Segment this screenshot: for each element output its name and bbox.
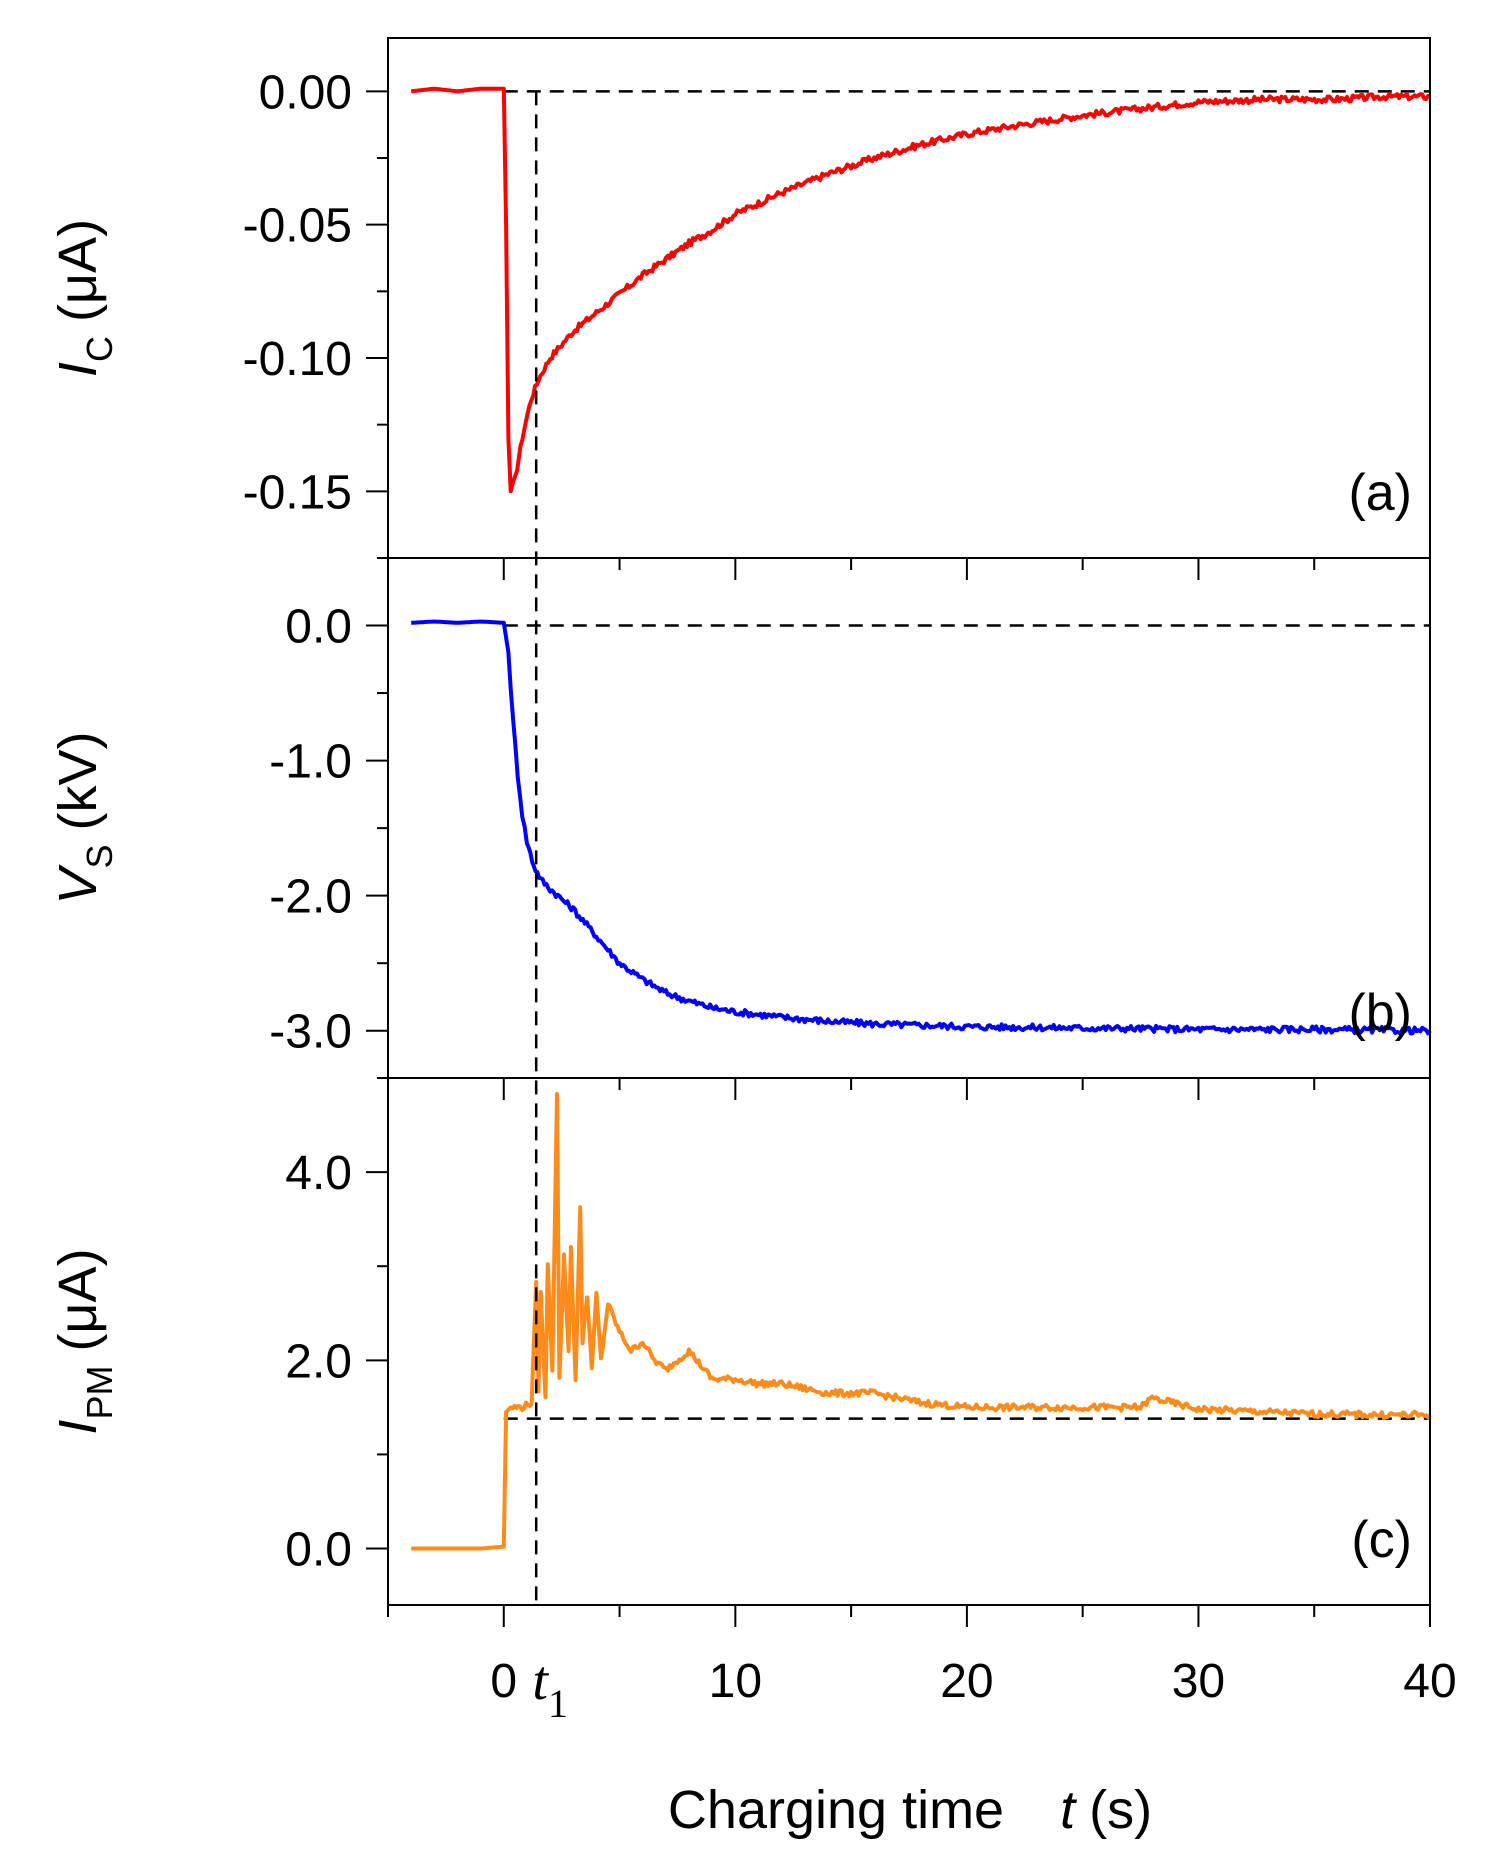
ytick-label-c: 0.0	[285, 1524, 352, 1577]
ticks-layer	[366, 90, 1431, 1627]
ytick-label-a: -0.05	[243, 200, 352, 253]
xtick-label: 30	[1172, 1655, 1225, 1708]
panel-frame-b	[387, 557, 1431, 1079]
ylabel-sub-b: S	[79, 844, 120, 868]
ylabel-c: IPM (μA)	[48, 1248, 120, 1434]
panel-frame-c	[387, 1077, 1431, 1606]
panel-label-b: (b)	[1348, 984, 1412, 1042]
xtick-label: 10	[709, 1655, 762, 1708]
ylabel-symbol-a: I	[48, 362, 108, 377]
x-axis-label-text: Charging time	[668, 1780, 1004, 1840]
ylabel-b: VS (kV)	[48, 731, 120, 904]
frames-layer	[387, 37, 1431, 1606]
ytick-label-c: 2.0	[285, 1335, 352, 1388]
series-line-b	[411, 619, 1432, 1036]
series-layer	[410, 86, 1432, 1551]
ytick-label-b: -3.0	[269, 1006, 352, 1059]
ylabel-symbol-c: I	[48, 1420, 108, 1435]
ylabel-sub-a: C	[79, 336, 120, 362]
ylabel-unit-b: (kV)	[48, 731, 108, 830]
marker-label-sub: 1	[548, 1681, 568, 1726]
baselines-layer	[503, 90, 1430, 1420]
ytick-label-b: 0.0	[285, 601, 352, 654]
ytick-label-a: -0.15	[243, 466, 352, 519]
series-line-a	[410, 86, 1431, 494]
x-axis-label-symbol: t	[1060, 1780, 1077, 1840]
x-axis-label: Charging time t (s)	[668, 1780, 1152, 1840]
panel-frame-a	[387, 37, 1431, 559]
ylabel-unit-c: (μA)	[48, 1248, 108, 1351]
xtick-label: 40	[1403, 1655, 1456, 1708]
ytick-label-c: 4.0	[285, 1147, 352, 1200]
ylabel-unit-a: (μA)	[48, 219, 108, 322]
series-line-c	[411, 1092, 1432, 1551]
panel-label-a: (a)	[1348, 464, 1412, 522]
labels-layer: 0.00-0.05-0.10-0.15 (a)IC(μA)0.0-1.0-2.0-…	[48, 66, 1457, 1840]
ytick-label-b: -2.0	[269, 871, 352, 924]
marker-label-t1: t1	[532, 1650, 568, 1726]
ytick-label-a: -0.10	[243, 333, 352, 386]
xtick-label: 0	[490, 1655, 517, 1708]
panel-label-c: (c)	[1351, 1511, 1412, 1569]
ylabel-sub-c: PM	[79, 1366, 120, 1420]
ytick-label-b: -1.0	[269, 736, 352, 789]
x-axis-label-unit: (s)	[1089, 1780, 1152, 1840]
xtick-label: 20	[940, 1655, 993, 1708]
ytick-label-a: 0.00	[259, 66, 352, 119]
ylabel-symbol-b: V	[48, 864, 108, 905]
marker-label-base: t	[532, 1650, 549, 1712]
ylabel-a: IC (μA)	[48, 219, 120, 377]
